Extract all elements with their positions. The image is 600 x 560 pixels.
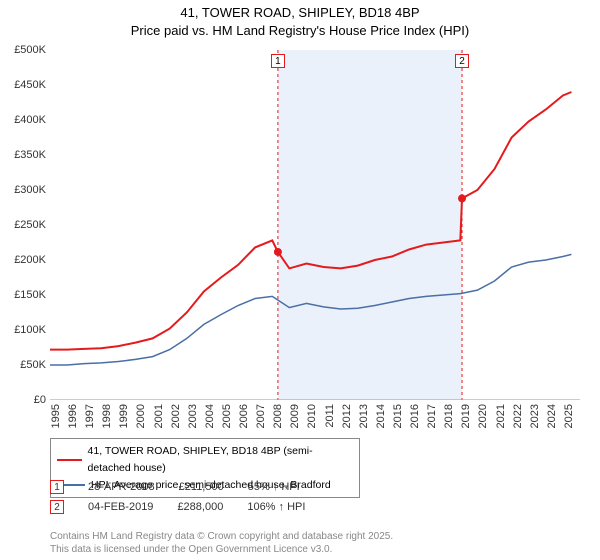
y-tick: £200K: [14, 254, 46, 266]
y-axis: £0£50K£100K£150K£200K£250K£300K£350K£400…: [0, 50, 50, 400]
x-tick: 1998: [101, 404, 113, 428]
x-tick: 2009: [289, 404, 301, 428]
x-tick: 2019: [460, 404, 472, 428]
x-tick: 2010: [306, 404, 318, 428]
x-tick: 2015: [392, 404, 404, 428]
event-row-1: 1 28-APR-2008 £211,500 55% ↑ HPI: [50, 480, 580, 494]
y-tick: £350K: [14, 149, 46, 161]
x-tick: 2012: [341, 404, 353, 428]
y-tick: £400K: [14, 114, 46, 126]
x-tick: 2013: [358, 404, 370, 428]
x-tick: 2003: [187, 404, 199, 428]
y-tick: £50K: [20, 359, 46, 371]
event-marker-2: 2: [50, 500, 64, 514]
footer-line2: This data is licensed under the Open Gov…: [50, 543, 393, 556]
chart-svg: [50, 50, 580, 400]
x-tick: 2002: [170, 404, 182, 428]
x-tick: 2020: [477, 404, 489, 428]
event-date-1: 28-APR-2008: [88, 481, 155, 493]
event-row-2: 2 04-FEB-2019 £288,000 106% ↑ HPI: [50, 500, 580, 514]
x-tick: 2000: [135, 404, 147, 428]
event-delta-2: 106% ↑ HPI: [247, 501, 305, 513]
event-delta-1: 55% ↑ HPI: [248, 481, 300, 493]
x-tick: 2001: [153, 404, 165, 428]
x-tick: 2021: [495, 404, 507, 428]
x-tick: 2024: [546, 404, 558, 428]
title-line1: 41, TOWER ROAD, SHIPLEY, BD18 4BP: [0, 4, 600, 22]
y-tick: £250K: [14, 219, 46, 231]
legend-row-1: 41, TOWER ROAD, SHIPLEY, BD18 4BP (semi-…: [57, 443, 353, 477]
chart-event-marker-1: 1: [271, 54, 285, 68]
x-tick: 2023: [529, 404, 541, 428]
chart-event-marker-2: 2: [455, 54, 469, 68]
legend-swatch-1: [57, 459, 82, 461]
x-tick: 2018: [443, 404, 455, 428]
event-date-2: 04-FEB-2019: [88, 501, 153, 513]
x-tick: 2022: [512, 404, 524, 428]
x-tick: 1999: [118, 404, 130, 428]
x-tick: 2006: [238, 404, 250, 428]
x-tick: 2007: [255, 404, 267, 428]
y-tick: £100K: [14, 324, 46, 336]
y-tick: £450K: [14, 79, 46, 91]
footer-line1: Contains HM Land Registry data © Crown c…: [50, 530, 393, 543]
title-line2: Price paid vs. HM Land Registry's House …: [0, 22, 600, 40]
chart-title: 41, TOWER ROAD, SHIPLEY, BD18 4BP Price …: [0, 0, 600, 40]
y-tick: £150K: [14, 289, 46, 301]
x-tick: 1996: [67, 404, 79, 428]
x-tick: 2014: [375, 404, 387, 428]
x-tick: 2011: [324, 404, 336, 428]
footer: Contains HM Land Registry data © Crown c…: [50, 530, 393, 556]
y-tick: £500K: [14, 44, 46, 56]
x-tick: 2005: [221, 404, 233, 428]
x-tick: 2017: [426, 404, 438, 428]
x-tick: 1997: [84, 404, 96, 428]
event-price-2: £288,000: [177, 501, 223, 513]
event-price-1: £211,500: [179, 481, 224, 493]
x-tick: 2004: [204, 404, 216, 428]
x-axis: 1995 1996 1997 1998 1999 2000 2001 2002 2003 2004…: [50, 400, 580, 430]
y-tick: £300K: [14, 184, 46, 196]
x-tick: 2016: [409, 404, 421, 428]
event-marker-1: 1: [50, 480, 64, 494]
x-tick: 1995: [50, 404, 62, 428]
y-tick: £0: [34, 394, 46, 406]
x-tick: 2025: [563, 404, 575, 428]
x-tick: 2008: [272, 404, 284, 428]
legend-label-1: 41, TOWER ROAD, SHIPLEY, BD18 4BP (semi-…: [88, 443, 353, 477]
chart-plot: 12: [50, 50, 580, 400]
